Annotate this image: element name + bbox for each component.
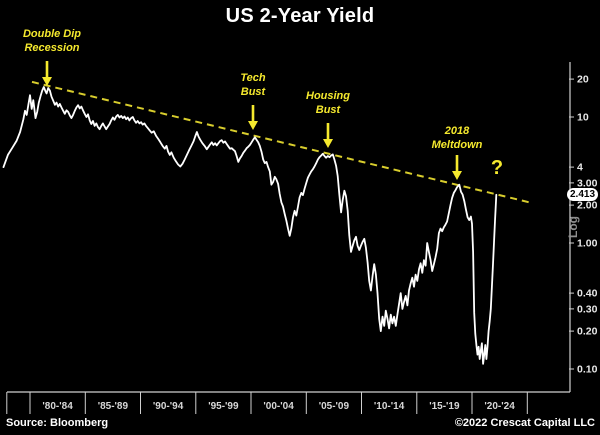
x-axis-label: '95-'99	[208, 401, 239, 412]
y-axis-label: 1.00	[577, 238, 598, 250]
log-scale-label: Log	[566, 216, 580, 238]
y-axis-label: 10	[577, 112, 589, 124]
annotation-text: Housing	[306, 90, 350, 102]
y-axis-label: 0.10	[577, 364, 598, 376]
source-label: Source: Bloomberg	[6, 417, 109, 429]
annotation-2018-meltdown: 2018 Meltdown	[409, 124, 505, 152]
x-axis-label: '80-'84	[42, 401, 73, 412]
2018-meltdown-arrow-icon	[452, 155, 462, 180]
annotation-text: Meltdown	[431, 139, 483, 151]
y-axis-label: 20	[577, 74, 589, 86]
x-axis-label: '90-'94	[153, 401, 184, 412]
annotation-tech-bust: Tech Bust	[205, 71, 301, 99]
question-mark-annotation: ?	[490, 157, 504, 179]
x-axis-label: '15-'19	[429, 401, 460, 412]
housing-bust-arrow-icon	[323, 123, 333, 148]
x-axis-label: '10-'14	[374, 401, 405, 412]
y-axis-label: 2.00	[577, 200, 598, 212]
x-axis-label: '85-'89	[98, 401, 129, 412]
y-axis-label: 4	[577, 162, 583, 174]
annotation-text: Bust	[315, 104, 341, 116]
annotation-text: Tech	[240, 72, 266, 84]
y-axis-label: 0.40	[577, 288, 598, 300]
annotation-housing-bust: Housing Bust	[280, 89, 376, 117]
annotation-double-dip-recession: Double Dip Recession	[4, 27, 100, 55]
annotation-text: Bust	[240, 86, 266, 98]
x-axis-label: '00-'04	[263, 401, 294, 412]
annotation-text: 2018	[444, 125, 470, 137]
y-axis-label: 0.20	[577, 326, 598, 338]
annotation-text: Double Dip	[22, 28, 82, 40]
tech-bust-arrow-icon	[248, 105, 258, 130]
annotation-text: Recession	[24, 42, 80, 54]
x-axis-label: '20-'24	[484, 401, 515, 412]
y-axis-label: 0.30	[577, 303, 598, 315]
double-dip-arrow-icon	[42, 61, 52, 86]
copyright-label: ©2022 Crescat Capital LLC	[454, 417, 595, 429]
page-title: US 2-Year Yield	[225, 5, 375, 27]
current-value-badge: 2.413	[567, 188, 599, 201]
x-axis-label: '05-'09	[319, 401, 350, 412]
